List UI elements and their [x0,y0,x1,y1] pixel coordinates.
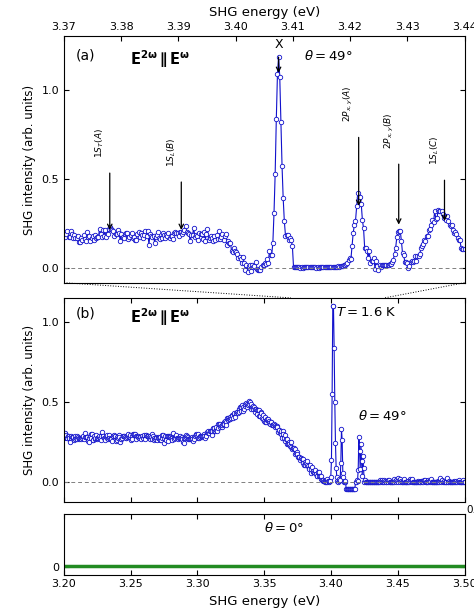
Text: $T = 1.6\ \mathrm{K}$: $T = 1.6\ \mathrm{K}$ [337,306,397,319]
Text: 0.1: 0.1 [466,505,474,515]
Text: $\theta = 0°$: $\theta = 0°$ [264,521,304,535]
Text: $1S_L(C)$: $1S_L(C)$ [428,135,441,165]
Text: $\theta = 49°$: $\theta = 49°$ [304,49,353,63]
Text: $1S_L(B)$: $1S_L(B)$ [165,137,178,167]
Y-axis label: SHG intensity (arb. units): SHG intensity (arb. units) [23,85,36,235]
Text: (b): (b) [76,306,96,320]
Text: $2P_{x,y}(B)$: $2P_{x,y}(B)$ [383,112,395,149]
Text: $\mathbf{E^{2\omega}{\parallel}E^{\omega}}$: $\mathbf{E^{2\omega}{\parallel}E^{\omega… [130,306,191,328]
Text: $\theta = 49°$: $\theta = 49°$ [358,409,407,423]
Text: $2P_{x,y}(A)$: $2P_{x,y}(A)$ [342,86,356,122]
Text: X: X [274,38,283,50]
X-axis label: SHG energy (eV): SHG energy (eV) [209,595,320,608]
Text: $1S_T(A)$: $1S_T(A)$ [93,128,106,158]
Text: $\mathbf{E^{2\omega}{\parallel}E^{\omega}}$: $\mathbf{E^{2\omega}{\parallel}E^{\omega… [130,49,191,71]
X-axis label: SHG energy (eV): SHG energy (eV) [209,6,320,19]
Text: (a): (a) [76,49,95,63]
Y-axis label: SHG intensity (arb. units): SHG intensity (arb. units) [23,325,36,475]
